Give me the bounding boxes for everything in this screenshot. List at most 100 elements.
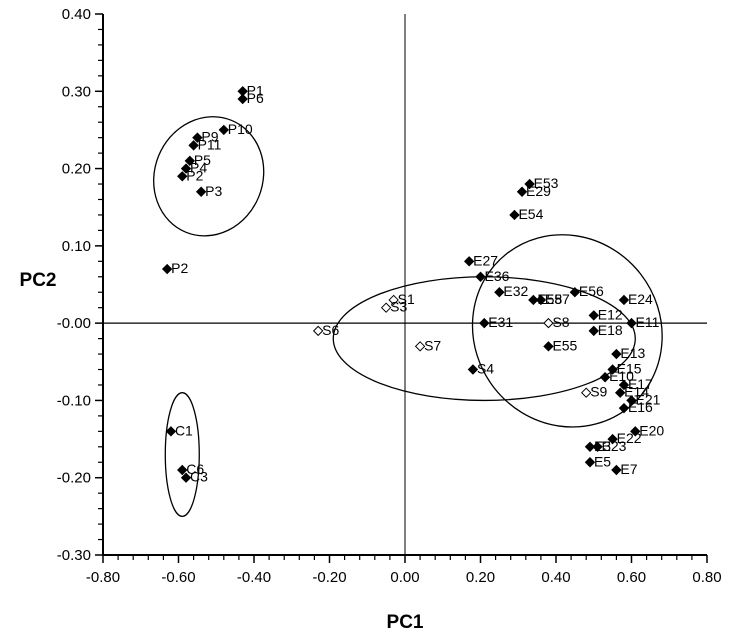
point-p9 — [192, 132, 203, 143]
y-tick-label: 0.20 — [62, 161, 91, 178]
x-tick-label: -0.20 — [312, 569, 346, 586]
point-e55 — [543, 341, 554, 352]
point-e22 — [607, 433, 618, 445]
point-label: E57 — [545, 291, 570, 307]
point-label: E11 — [636, 314, 660, 330]
point-label: C1 — [175, 422, 193, 438]
point-p11 — [188, 140, 199, 151]
point-label: E54 — [518, 206, 543, 222]
point-label: E56 — [579, 283, 604, 299]
point-label: S6 — [322, 322, 339, 338]
point-p3 — [195, 186, 207, 197]
point-label: S3 — [390, 299, 407, 315]
x-tick-label: -0.80 — [86, 569, 120, 586]
point-s6 — [312, 325, 324, 337]
x-tick-label: -0.60 — [161, 569, 195, 586]
y-tick-label: 0.30 — [62, 83, 91, 100]
point-s1 — [388, 294, 399, 306]
point-e54 — [509, 209, 520, 221]
point-label: E15 — [617, 361, 642, 377]
point-label: P2 — [171, 260, 188, 276]
point-e29 — [516, 186, 528, 197]
point-e23 — [592, 441, 603, 453]
x-axis-title: PC1 — [387, 612, 424, 633]
point-label: E23 — [602, 438, 627, 454]
point-label: E24 — [628, 291, 653, 307]
point-label: E13 — [620, 345, 645, 361]
point-label: E31 — [488, 314, 513, 330]
point-s4 — [467, 364, 479, 375]
point-e32 — [494, 287, 505, 298]
point-e16 — [618, 402, 630, 414]
point-label: E17 — [628, 376, 653, 392]
point-e58 — [528, 294, 539, 306]
point-s9 — [580, 387, 592, 398]
point-e10 — [599, 372, 611, 383]
x-tick-label: -0.40 — [237, 569, 271, 586]
point-p10 — [218, 124, 230, 136]
point-label: E36 — [485, 268, 510, 284]
point-e36 — [475, 271, 486, 282]
point-label: E14 — [624, 384, 649, 400]
axis-ticks: -0.80 -0.60 -0.40 -0.20 0.00 0.20 0.40 0.60 0.80… — [57, 6, 722, 586]
point-p2 — [177, 171, 188, 182]
point-label: E27 — [473, 252, 498, 268]
point-p2 — [161, 263, 173, 275]
point-e21 — [626, 395, 637, 406]
point-label: E5 — [594, 453, 611, 469]
y-tick-label: -0.10 — [57, 392, 91, 409]
x-tick-label: 0.60 — [617, 569, 646, 586]
group-ellipse-p — [153, 116, 265, 237]
point-label: E22 — [617, 430, 642, 446]
data-points: P1P6P10P9P11P5P4P2P3P2C1C6C3S1S3S6S7S4S8… — [161, 82, 664, 485]
point-e7 — [611, 464, 622, 476]
point-label: C3 — [190, 469, 208, 485]
point-label: E20 — [639, 422, 664, 438]
point-label: S8 — [552, 314, 569, 330]
point-c1 — [165, 426, 177, 437]
point-p4 — [180, 163, 192, 174]
point-label: E32 — [503, 283, 528, 299]
point-label: S1 — [398, 291, 415, 307]
reference-lines — [103, 14, 707, 555]
point-c3 — [180, 472, 192, 483]
point-label: C6 — [186, 461, 204, 477]
point-label: E16 — [628, 399, 653, 415]
point-label: E7 — [620, 461, 637, 477]
point-label: P5 — [194, 152, 211, 168]
y-tick-label: -0.30 — [57, 547, 91, 564]
point-label: E18 — [598, 322, 623, 338]
point-e12 — [588, 310, 599, 321]
y-axis-title: PC2 — [20, 270, 57, 291]
x-tick-label: 0.00 — [390, 569, 419, 586]
point-label: P3 — [205, 183, 222, 199]
point-s7 — [414, 341, 426, 352]
point-label: E12 — [598, 306, 623, 322]
point-label: S7 — [424, 337, 441, 353]
point-p5 — [184, 155, 196, 167]
point-e53 — [524, 178, 535, 190]
point-label: E53 — [534, 175, 559, 191]
x-tick-label: 0.80 — [692, 569, 721, 586]
point-label: E55 — [552, 337, 577, 353]
x-tick-label: 0.40 — [541, 569, 570, 586]
point-label: P2 — [186, 167, 203, 183]
y-tick-label: 0.40 — [62, 6, 91, 23]
point-e13 — [611, 348, 622, 360]
point-e15 — [607, 364, 618, 375]
point-e17 — [618, 379, 630, 391]
point-e20 — [630, 426, 641, 437]
point-e18 — [588, 325, 599, 337]
y-tick-label: 0.10 — [62, 238, 91, 255]
y-tick-label: -0.20 — [57, 470, 91, 487]
point-label: P4 — [190, 160, 207, 176]
point-label: S4 — [477, 361, 494, 377]
point-e11 — [626, 317, 637, 329]
y-tick-label: -0.00 — [57, 315, 91, 332]
point-label: P1 — [247, 82, 264, 98]
point-e27 — [463, 256, 475, 267]
x-tick-label: 0.20 — [466, 569, 495, 586]
point-label: P9 — [201, 129, 218, 145]
point-e24 — [618, 294, 630, 306]
